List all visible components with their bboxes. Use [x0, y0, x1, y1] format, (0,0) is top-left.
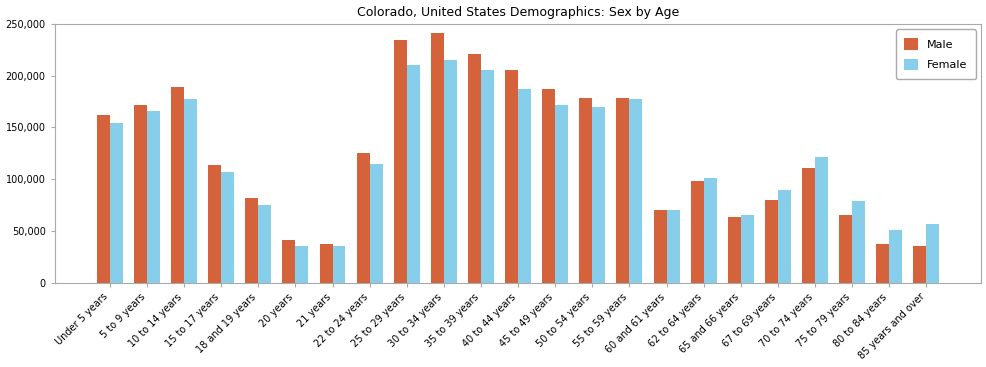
Bar [295, 247, 308, 283]
Bar [777, 189, 790, 283]
Bar [467, 54, 480, 283]
Bar [555, 105, 568, 283]
Bar [926, 224, 939, 283]
Bar [690, 181, 703, 283]
Bar [764, 200, 777, 283]
Bar [221, 172, 234, 283]
Bar [183, 99, 197, 283]
Bar [851, 201, 864, 283]
Bar [629, 99, 642, 283]
Bar [727, 218, 740, 283]
Bar [97, 115, 109, 283]
Bar [171, 87, 183, 283]
Bar [444, 60, 457, 283]
Bar [134, 105, 147, 283]
Bar [888, 230, 901, 283]
Bar [480, 70, 493, 283]
Bar [147, 111, 160, 283]
Bar [666, 210, 678, 283]
Bar [740, 215, 753, 283]
Bar [814, 157, 827, 283]
Bar [592, 107, 604, 283]
Bar [838, 215, 851, 283]
Legend: Male, Female: Male, Female [894, 29, 975, 79]
Bar [653, 210, 666, 283]
Bar [258, 205, 271, 283]
Bar [208, 165, 221, 283]
Bar [356, 153, 369, 283]
Bar [616, 98, 629, 283]
Bar [912, 247, 926, 283]
Bar [518, 89, 530, 283]
Bar [541, 89, 555, 283]
Bar [282, 240, 295, 283]
Bar [332, 247, 345, 283]
Bar [246, 198, 258, 283]
Bar [406, 65, 419, 283]
Bar [431, 33, 444, 283]
Bar [703, 178, 716, 283]
Bar [369, 164, 383, 283]
Bar [393, 40, 406, 283]
Title: Colorado, United States Demographics: Sex by Age: Colorado, United States Demographics: Se… [357, 6, 678, 19]
Bar [319, 244, 332, 283]
Bar [109, 123, 122, 283]
Bar [505, 70, 518, 283]
Bar [802, 168, 814, 283]
Bar [579, 98, 592, 283]
Bar [876, 244, 888, 283]
